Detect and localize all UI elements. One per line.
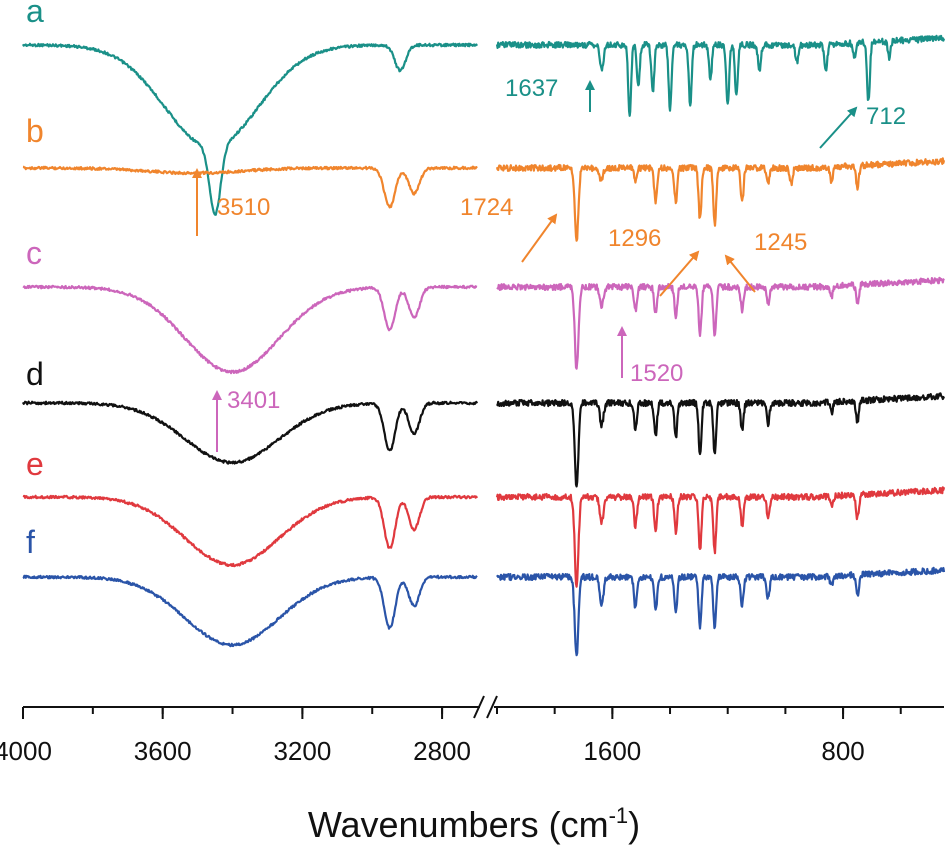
series-b (22, 157, 946, 242)
series-f-line-high (22, 574, 478, 648)
series-label-a: a (26, 0, 44, 29)
axis-break-mark-1 (473, 695, 485, 719)
x-tick-label-2800: 2800 (413, 736, 471, 766)
series-e-line-low (495, 486, 946, 588)
annotation-arrow-1245 (724, 254, 756, 293)
annotation-label-712: 712 (866, 103, 906, 130)
annotation-label-1245: 1245 (754, 229, 807, 256)
series-e (22, 486, 946, 588)
series-a (22, 34, 946, 216)
annotation-label-1520: 1520 (630, 360, 683, 387)
annotation-3510: 3510 (192, 168, 270, 236)
x-axis-title: Wavenumbers (cm-1) (308, 803, 640, 845)
series-c-line-low (496, 276, 945, 370)
series-label-e: e (26, 446, 44, 482)
annotation-1245: 1245 (724, 229, 807, 293)
annotation-arrow-1296 (659, 250, 700, 297)
x-axis-title-main: Wavenumbers (cm (308, 804, 609, 845)
x-tick-label-4000: 4000 (0, 736, 52, 766)
axis-break-mark-2 (486, 695, 498, 719)
annotation-712: 712 (819, 103, 906, 149)
annotation-label-1296: 1296 (608, 225, 661, 252)
annotation-label-1724: 1724 (460, 194, 513, 221)
series-d (22, 392, 946, 488)
series-label-f: f (26, 524, 35, 560)
series-f-line-low (496, 566, 946, 657)
series-a-line-high (22, 42, 478, 216)
series-a-line-low (495, 34, 946, 117)
series-c-line-high (22, 284, 478, 375)
series-d-line-high (22, 400, 478, 465)
series-label-b: b (26, 113, 44, 149)
series-b-line-low (495, 157, 946, 242)
annotation-1724: 1724 (460, 194, 558, 263)
series-f (22, 566, 946, 657)
series-layer (22, 34, 946, 657)
annotation-3401: 3401 (212, 387, 280, 452)
annotation-label-3510: 3510 (217, 194, 270, 221)
annotation-1520: 1520 (617, 326, 683, 387)
x-tick-label-3200: 3200 (273, 736, 331, 766)
series-label-c: c (26, 235, 42, 271)
series-d-line-low (496, 392, 946, 488)
annotation-arrow-1724 (521, 213, 558, 263)
series-e-line-high (22, 494, 478, 568)
x-axis-title-sup: -1 (609, 803, 629, 828)
annotation-arrow-712 (819, 106, 858, 149)
annotation-label-3401: 3401 (227, 387, 280, 414)
annotation-1296: 1296 (608, 225, 700, 297)
x-tick-label-800: 800 (821, 736, 864, 766)
x-axis: 4000 3600 3200 2800 1600 800 (0, 695, 944, 766)
x-tick-label-3600: 3600 (134, 736, 192, 766)
x-axis-title-close: ) (628, 804, 640, 845)
annotation-1637: 1637 (505, 75, 595, 112)
series-b-line-high (22, 165, 478, 209)
series-label-d: d (26, 356, 44, 392)
series-c (22, 276, 945, 375)
x-tick-label-1600: 1600 (583, 736, 641, 766)
annotation-layer: 1637 712 3510 1724 1296 1245 3401 1520 (192, 75, 906, 452)
annotation-label-1637: 1637 (505, 75, 558, 102)
